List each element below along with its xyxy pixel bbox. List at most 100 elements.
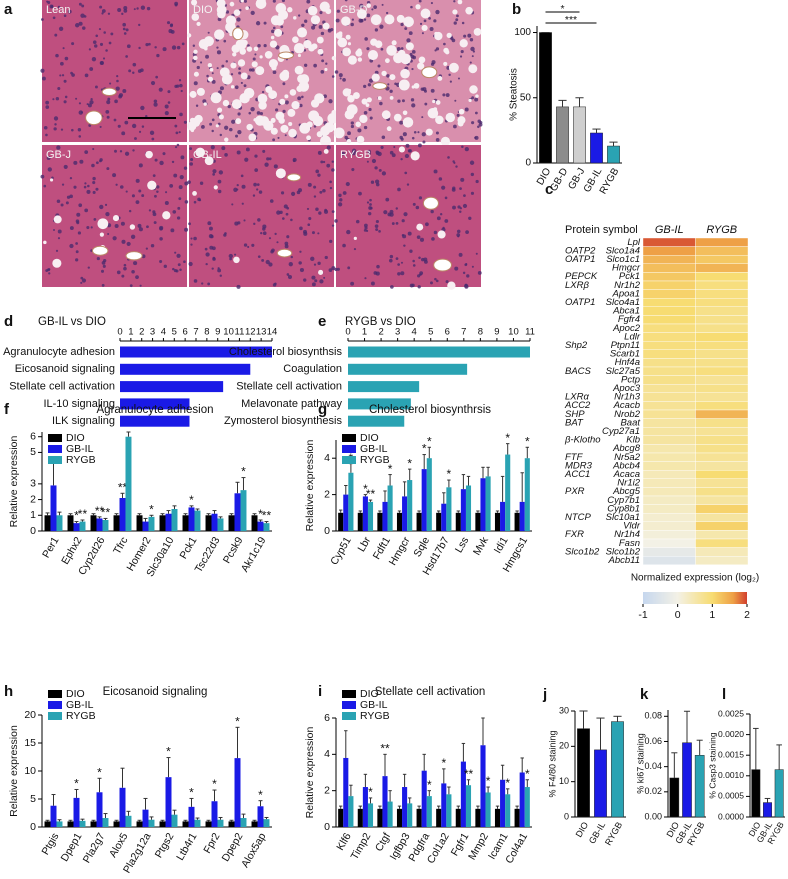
lipid-vacuole bbox=[445, 112, 456, 123]
nucleus bbox=[350, 22, 354, 27]
lipid-vacuole bbox=[452, 9, 458, 15]
lipid-vacuole bbox=[287, 7, 293, 13]
lipid-vacuole bbox=[347, 55, 357, 65]
lipid-vacuole bbox=[443, 61, 448, 66]
nucleus bbox=[121, 12, 124, 16]
lipid-vacuole bbox=[204, 46, 208, 51]
nucleus bbox=[225, 60, 229, 63]
heatmap-cell bbox=[642, 246, 696, 256]
nucleus bbox=[341, 151, 346, 156]
bar bbox=[377, 512, 383, 531]
nucleus bbox=[306, 207, 310, 211]
nucleus bbox=[53, 116, 59, 121]
lipid-vacuole bbox=[217, 107, 223, 113]
nucleus bbox=[421, 116, 424, 119]
nucleus bbox=[336, 9, 340, 13]
nucleus bbox=[469, 61, 472, 64]
nucleus bbox=[211, 267, 214, 270]
nucleus bbox=[138, 189, 142, 193]
bar bbox=[338, 808, 344, 827]
nucleus bbox=[430, 209, 434, 214]
bar bbox=[367, 803, 374, 827]
nucleus bbox=[90, 226, 93, 229]
nucleus bbox=[389, 89, 393, 93]
nucleus bbox=[131, 270, 135, 274]
lipid-vacuole bbox=[245, 6, 249, 10]
nucleus bbox=[339, 198, 343, 202]
nucleus bbox=[50, 5, 54, 9]
legend-label: GB-IL bbox=[360, 443, 388, 455]
heatmap-cell bbox=[642, 280, 696, 290]
lipid-vacuole bbox=[203, 102, 207, 106]
lipid-vacuole bbox=[281, 69, 290, 78]
nucleus bbox=[319, 11, 323, 15]
nucleus bbox=[105, 110, 110, 114]
category-label: Eicosanoid signaling bbox=[15, 363, 115, 375]
heatmap-cell bbox=[642, 444, 696, 454]
nucleus bbox=[397, 99, 401, 103]
bar bbox=[251, 821, 258, 827]
panel-letter: j bbox=[542, 686, 547, 703]
nucleus bbox=[209, 226, 213, 231]
nucleus bbox=[433, 169, 438, 174]
nucleus bbox=[55, 249, 59, 252]
y-axis-label: Relative expression bbox=[304, 440, 316, 532]
nucleus bbox=[211, 72, 214, 75]
bar bbox=[556, 106, 569, 164]
nucleus bbox=[208, 234, 214, 239]
nucleus bbox=[122, 27, 126, 31]
y-tick-label: 5 bbox=[30, 446, 36, 458]
nucleus bbox=[99, 5, 103, 9]
nucleus bbox=[375, 179, 380, 184]
lipid-vacuole bbox=[347, 95, 355, 103]
nucleus bbox=[95, 85, 98, 89]
nucleus bbox=[201, 125, 205, 129]
x-tick-label: 5 bbox=[428, 327, 433, 338]
bar bbox=[343, 494, 349, 531]
nucleus bbox=[95, 161, 99, 165]
nucleus bbox=[389, 209, 394, 214]
nucleus bbox=[261, 258, 265, 262]
heatmap-cell bbox=[642, 237, 696, 247]
nucleus bbox=[418, 196, 423, 200]
lipid-vacuole bbox=[434, 31, 438, 36]
nucleus bbox=[304, 19, 308, 23]
chart-title: Agranulocyte adhesion bbox=[97, 404, 214, 416]
nucleus bbox=[252, 57, 256, 61]
nucleus bbox=[253, 182, 257, 187]
chart-title: Cholesterol biosynthrsis bbox=[369, 404, 491, 416]
panel-letter: a bbox=[4, 1, 13, 18]
lipid-vacuole bbox=[293, 42, 305, 54]
nucleus bbox=[183, 260, 186, 264]
lipid-vacuole bbox=[270, 35, 275, 40]
lipid-vacuole bbox=[274, 28, 283, 37]
heatmap-cell bbox=[642, 427, 696, 437]
nucleus bbox=[234, 85, 239, 90]
nucleus bbox=[323, 209, 329, 214]
nucleus bbox=[138, 130, 142, 133]
heatmap-cell bbox=[695, 263, 749, 273]
lipid-vacuole bbox=[196, 121, 200, 125]
nucleus bbox=[114, 99, 118, 104]
lipid-vacuole bbox=[308, 110, 320, 122]
nucleus bbox=[189, 147, 193, 150]
nucleus bbox=[76, 221, 80, 225]
x-tick-label: 4 bbox=[161, 327, 166, 338]
nucleus bbox=[123, 8, 128, 13]
nucleus bbox=[250, 10, 255, 16]
heatmap-cell bbox=[642, 332, 696, 342]
y-tick-label: 0 bbox=[30, 821, 36, 833]
gene-label: Pck1 bbox=[619, 271, 640, 282]
nucleus bbox=[462, 271, 466, 275]
lipid-vacuole bbox=[374, 40, 383, 49]
nucleus bbox=[231, 203, 234, 206]
heatmap-cell bbox=[695, 358, 749, 368]
bar bbox=[426, 458, 432, 531]
gene-label: Lpl bbox=[627, 237, 641, 248]
nucleus bbox=[141, 194, 145, 198]
lipid-vacuole bbox=[224, 137, 229, 142]
lipid-vacuole bbox=[278, 117, 285, 124]
nucleus bbox=[463, 34, 467, 38]
nucleus bbox=[217, 268, 222, 273]
nucleus bbox=[357, 128, 362, 133]
